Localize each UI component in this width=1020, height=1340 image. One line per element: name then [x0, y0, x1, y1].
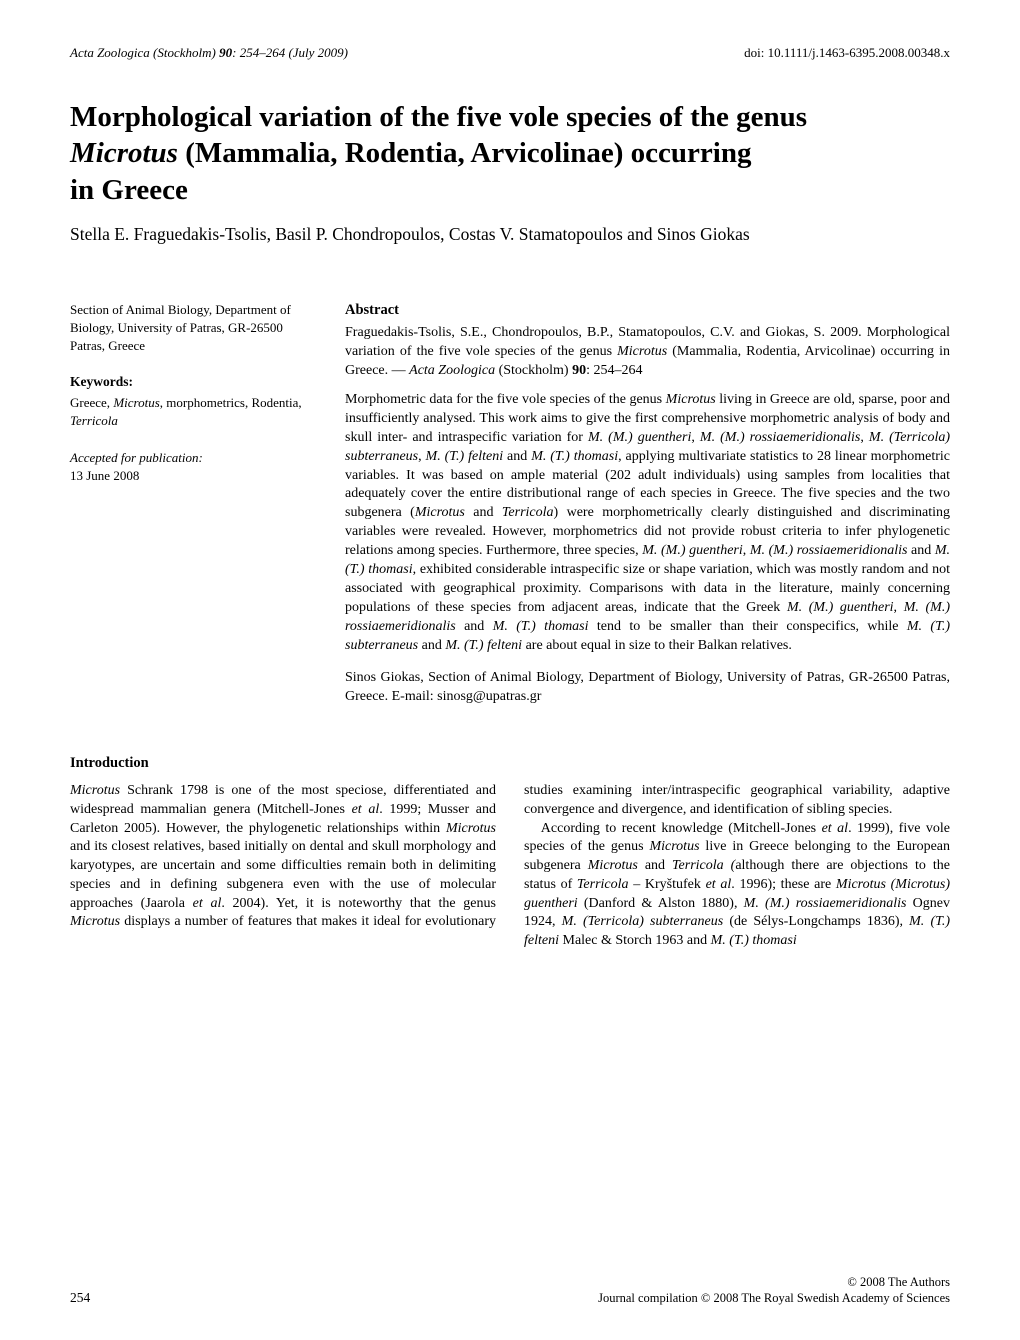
abstract-heading: Abstract: [345, 301, 950, 321]
sidebar-metadata: Section of Animal Biology, Department of…: [70, 301, 320, 707]
running-header: Acta Zoologica (Stockholm) 90: 254–264 (…: [70, 45, 950, 61]
affiliation: Section of Animal Biology, Department of…: [70, 301, 320, 356]
doi: doi: 10.1111/j.1463-6395.2008.00348.x: [744, 45, 950, 61]
intro-paragraph-2: According to recent knowledge (Mitchell-…: [524, 820, 950, 951]
introduction-heading: Introduction: [70, 755, 950, 772]
copyright-notice: © 2008 The Authors Journal compilation ©…: [598, 1274, 950, 1307]
correspondence: Sinos Giokas, Section of Animal Biology,…: [345, 669, 950, 707]
header-left: Acta Zoologica (Stockholm) 90: 254–264 (…: [70, 45, 348, 61]
keywords-heading: Keywords:: [70, 373, 320, 392]
introduction-body: Microtus Schrank 1798 is one of the most…: [70, 782, 950, 951]
introduction-section: Introduction Microtus Schrank 1798 is on…: [70, 755, 950, 951]
page-number: 254: [70, 1290, 90, 1306]
abstract-citation: Fraguedakis-Tsolis, S.E., Chondropoulos,…: [345, 324, 950, 381]
accepted-label: Accepted for publication:: [70, 449, 320, 467]
author-list: Stella E. Fraguedakis-Tsolis, Basil P. C…: [70, 224, 950, 245]
keywords-list: Greece, Microtus, morphometrics, Rodenti…: [70, 394, 320, 430]
page-footer: 254 © 2008 The Authors Journal compilati…: [70, 1274, 950, 1307]
abstract-text: Morphometric data for the five vole spec…: [345, 391, 950, 655]
accepted-date: 13 June 2008: [70, 467, 320, 485]
abstract-block: Abstract Fraguedakis-Tsolis, S.E., Chond…: [345, 301, 950, 707]
metadata-abstract-row: Section of Animal Biology, Department of…: [70, 301, 950, 707]
article-title: Morphological variation of the five vole…: [70, 99, 950, 208]
journal-name: Acta Zoologica: [70, 45, 150, 60]
